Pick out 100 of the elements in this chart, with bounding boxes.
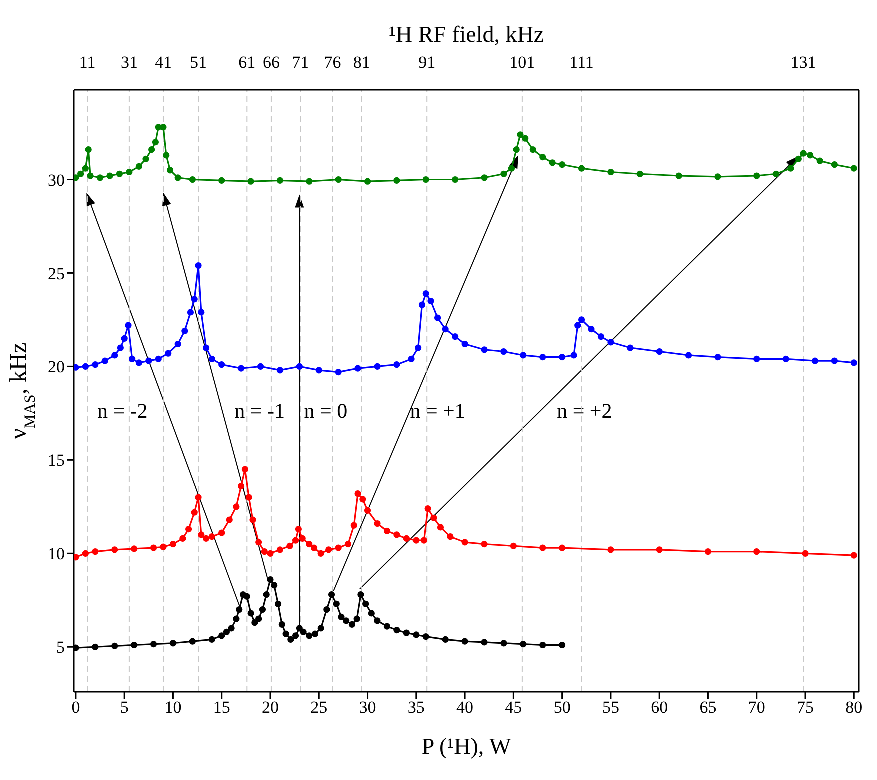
x-tick-label: 40	[456, 698, 474, 718]
point	[812, 358, 819, 364]
point	[782, 356, 790, 363]
point	[121, 335, 128, 342]
point	[228, 625, 235, 632]
point	[354, 616, 360, 622]
point	[82, 363, 89, 370]
point	[540, 642, 546, 649]
x-tick-label: 20	[262, 698, 279, 718]
text: 131	[790, 53, 816, 72]
x-tick-label: 35	[408, 698, 425, 718]
annotation: n = +1	[410, 399, 466, 424]
point	[415, 344, 422, 352]
point	[96, 174, 104, 182]
point	[403, 630, 410, 636]
point	[462, 638, 468, 645]
point	[296, 625, 303, 632]
point	[598, 333, 605, 340]
point	[831, 161, 838, 168]
y-tick-label: 30	[48, 170, 65, 190]
point	[252, 620, 258, 626]
point	[74, 644, 80, 652]
point	[549, 160, 556, 166]
y-tick-label: 15	[48, 451, 65, 470]
point	[500, 348, 508, 356]
point	[608, 339, 614, 346]
point	[189, 176, 196, 184]
point	[570, 352, 578, 359]
annotation: n = -1	[234, 399, 285, 424]
point	[306, 632, 313, 640]
point	[540, 354, 546, 361]
point	[150, 641, 158, 648]
point	[522, 135, 529, 142]
point	[442, 636, 449, 643]
x-tick-label: 0	[72, 698, 80, 718]
point	[152, 139, 160, 146]
point	[418, 302, 426, 308]
point	[278, 621, 286, 628]
point	[189, 638, 196, 645]
point	[167, 167, 174, 174]
y-tick-label: 20	[48, 358, 65, 377]
point	[627, 344, 634, 352]
x-tick-label: 45	[505, 698, 522, 718]
annotation: n = -2	[97, 399, 148, 424]
point	[165, 350, 172, 357]
point	[292, 632, 300, 640]
point	[202, 344, 210, 352]
point	[850, 165, 858, 172]
x-tick-label: 80	[846, 698, 863, 718]
point	[508, 165, 516, 172]
point	[195, 262, 202, 270]
point	[92, 644, 99, 650]
point	[754, 172, 760, 180]
point	[462, 340, 468, 348]
text: 71	[292, 53, 310, 72]
point	[74, 364, 80, 371]
point	[316, 367, 322, 374]
point	[160, 124, 167, 131]
point	[238, 365, 245, 372]
point	[422, 290, 430, 298]
point	[513, 146, 520, 154]
point	[608, 168, 614, 176]
point	[148, 146, 156, 154]
point	[413, 632, 420, 638]
x-tick-label: 30	[359, 698, 376, 718]
point	[358, 591, 364, 598]
text: 76	[324, 53, 342, 72]
point	[348, 621, 356, 628]
x-tick-label: 5	[120, 698, 129, 718]
point	[236, 606, 243, 614]
point	[87, 172, 94, 180]
point	[102, 358, 108, 364]
point	[85, 146, 92, 154]
point	[850, 360, 858, 366]
point	[263, 591, 270, 598]
point	[267, 576, 274, 584]
point	[343, 618, 350, 624]
point	[500, 170, 508, 178]
point	[248, 610, 254, 617]
point	[831, 358, 838, 364]
point	[574, 322, 582, 329]
point	[500, 640, 508, 647]
point	[559, 642, 566, 649]
point	[146, 358, 152, 364]
point	[374, 363, 381, 370]
point	[422, 634, 430, 640]
point	[368, 610, 375, 617]
text: 11	[79, 53, 96, 72]
point	[636, 170, 644, 178]
point	[112, 352, 118, 359]
point	[481, 346, 488, 354]
point	[481, 174, 488, 182]
point	[106, 172, 114, 180]
point	[335, 176, 342, 184]
point	[328, 591, 336, 598]
text: 101	[510, 53, 536, 72]
point	[530, 146, 536, 154]
point	[136, 163, 142, 170]
text: 81	[353, 53, 370, 72]
point	[408, 356, 415, 363]
